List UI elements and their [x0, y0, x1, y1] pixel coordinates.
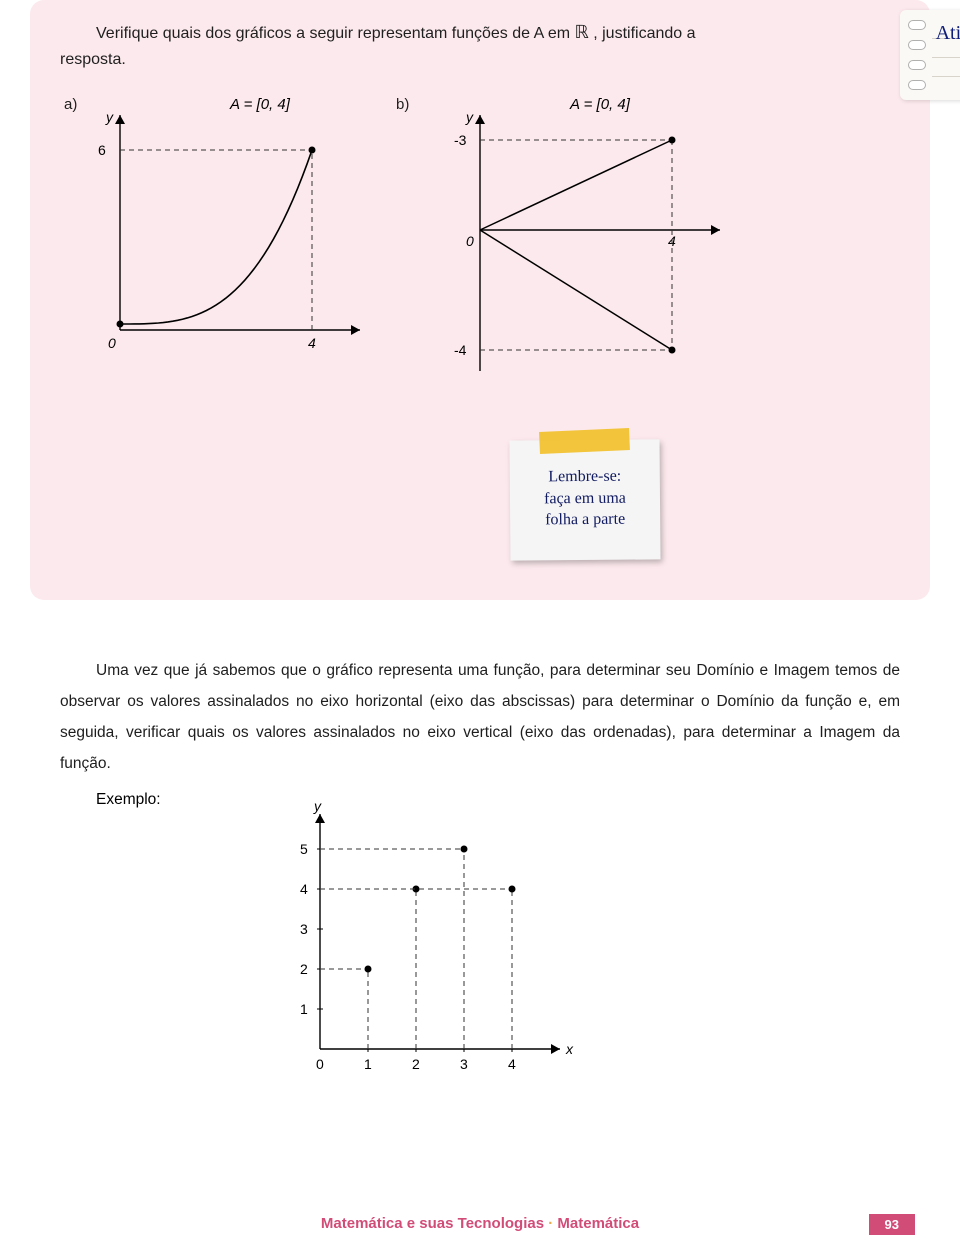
svg-text:6: 6 [98, 142, 106, 158]
svg-text:4: 4 [300, 881, 308, 897]
body-text: Uma vez que já sabemos que o gráfico rep… [60, 662, 900, 772]
chart-a: yx046 [60, 100, 360, 360]
svg-text:0: 0 [108, 335, 116, 351]
chart-a-label: a) [64, 96, 77, 113]
svg-text:-4: -4 [454, 342, 467, 358]
svg-text:2: 2 [300, 961, 308, 977]
svg-text:-3: -3 [454, 132, 467, 148]
chart-b-label: b) [396, 96, 409, 113]
svg-text:1: 1 [300, 1001, 308, 1017]
set-R: ℝ [575, 22, 589, 42]
charts-row: a) A = [0, 4] yx046 b) A = [0, 4] yx04-3… [60, 100, 900, 405]
question-text: Verifique quais dos gráficos a seguir re… [60, 18, 900, 72]
chart-b-cell: b) A = [0, 4] yx04-3-4 [420, 100, 720, 405]
q-suffix: , justificando a [593, 25, 695, 42]
body-paragraph: Uma vez que já sabemos que o gráfico rep… [60, 655, 900, 779]
chart-c-cell: y x 0 1 2 3 4 1 2 3 4 5 [260, 799, 960, 1094]
activity-panel: Atividade 3 Verifique quais dos gráficos… [30, 0, 930, 600]
chart-a-cell: a) A = [0, 4] yx046 [60, 100, 360, 365]
chart-b: yx04-3-4 [420, 100, 720, 400]
sticky-line3: folha a parte [545, 511, 625, 529]
svg-text:5: 5 [300, 841, 308, 857]
svg-text:1: 1 [364, 1056, 372, 1072]
q-line2: resposta. [60, 51, 126, 68]
chart-b-domain: A = [0, 4] [570, 96, 630, 113]
q-prefix: Verifique quais dos gráficos a seguir re… [96, 25, 575, 42]
svg-text:0: 0 [316, 1056, 324, 1072]
footer: Matemática e suas Tecnologias · Matemáti… [0, 1215, 960, 1233]
svg-text:4: 4 [508, 1056, 516, 1072]
svg-text:3: 3 [460, 1056, 468, 1072]
footer-right: Matemática [557, 1215, 639, 1232]
svg-text:2: 2 [412, 1056, 420, 1072]
svg-text:3: 3 [300, 921, 308, 937]
svg-text:y: y [465, 109, 474, 125]
tape-icon [539, 428, 630, 454]
svg-text:0: 0 [466, 233, 474, 249]
chart-c: y x 0 1 2 3 4 1 2 3 4 5 [260, 799, 580, 1089]
footer-dot: · [548, 1215, 553, 1232]
sticky-note: Lembre-se: faça em uma folha a parte [509, 439, 660, 560]
chart-a-domain: A = [0, 4] [230, 96, 290, 113]
footer-left: Matemática e suas Tecnologias [321, 1215, 544, 1232]
page-number: 93 [869, 1214, 915, 1235]
sticky-line1: Lembre-se: [548, 468, 621, 486]
svg-text:x: x [565, 1041, 574, 1057]
svg-text:y: y [105, 109, 114, 125]
svg-text:4: 4 [308, 335, 316, 351]
atividade-badge: Atividade 3 [900, 10, 960, 100]
svg-text:y: y [313, 799, 322, 814]
sticky-line2: faça em uma [544, 489, 626, 507]
